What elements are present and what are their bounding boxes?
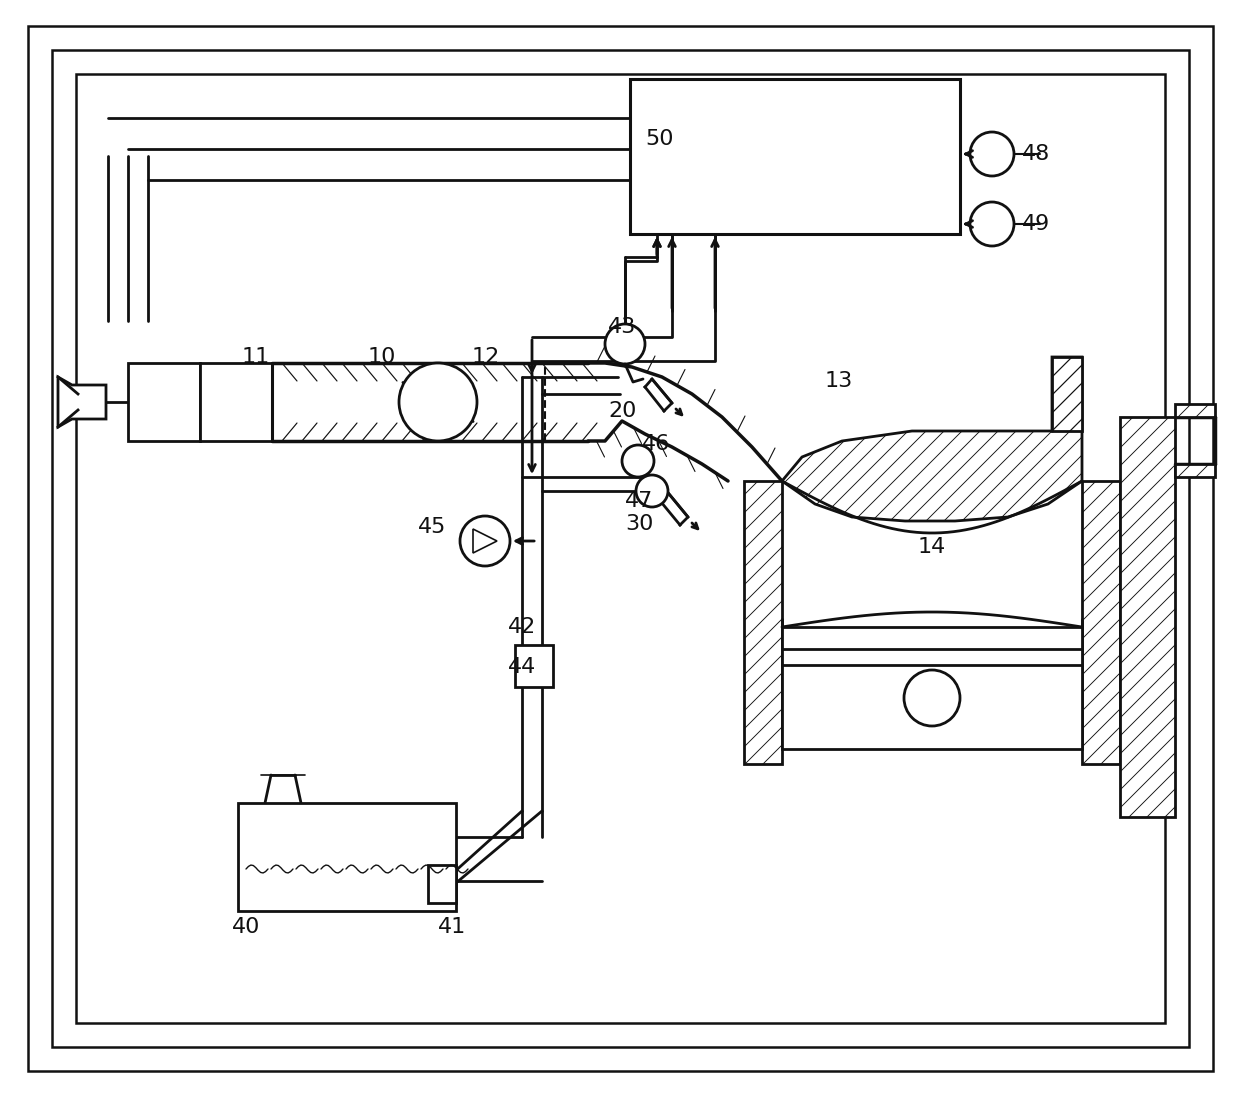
Polygon shape	[1176, 464, 1215, 477]
Bar	[128, 363, 200, 441]
Polygon shape	[1083, 481, 1120, 764]
Text: 10: 10	[368, 347, 397, 367]
Bar	[782, 628, 1083, 750]
Text: 44: 44	[508, 657, 536, 677]
Bar	[428, 865, 456, 903]
Polygon shape	[1120, 417, 1176, 817]
Bar	[200, 363, 272, 441]
Polygon shape	[1176, 464, 1215, 477]
Circle shape	[399, 363, 477, 441]
Text: 48: 48	[1022, 144, 1050, 164]
Polygon shape	[1176, 464, 1215, 477]
Polygon shape	[744, 481, 782, 764]
Polygon shape	[1120, 417, 1176, 817]
Polygon shape	[1176, 404, 1215, 417]
Text: 46: 46	[642, 434, 671, 454]
Circle shape	[970, 132, 1014, 176]
Text: 20: 20	[608, 401, 636, 421]
Text: 45: 45	[418, 517, 446, 537]
Circle shape	[970, 202, 1014, 246]
Text: 47: 47	[625, 491, 653, 511]
Text: 41: 41	[438, 917, 466, 937]
Circle shape	[460, 517, 510, 566]
Polygon shape	[1052, 357, 1083, 431]
Polygon shape	[744, 481, 782, 764]
Bar	[515, 645, 553, 687]
Text: 42: 42	[508, 617, 536, 637]
Polygon shape	[1176, 404, 1215, 417]
Text: 49: 49	[1022, 214, 1050, 234]
Polygon shape	[1083, 481, 1120, 764]
Polygon shape	[1052, 357, 1083, 431]
Text: 13: 13	[825, 371, 853, 391]
Text: 40: 40	[232, 917, 260, 937]
Polygon shape	[1052, 357, 1083, 431]
Circle shape	[904, 670, 960, 726]
Polygon shape	[1176, 404, 1215, 417]
Circle shape	[636, 475, 668, 507]
Circle shape	[605, 324, 645, 364]
Text: 43: 43	[608, 317, 636, 337]
Polygon shape	[744, 481, 782, 764]
Bar	[630, 79, 960, 234]
Text: 14: 14	[918, 537, 946, 557]
Polygon shape	[1120, 417, 1176, 817]
Polygon shape	[1083, 481, 1120, 764]
Circle shape	[622, 445, 653, 477]
Polygon shape	[782, 357, 1083, 521]
Text: 11: 11	[242, 347, 270, 367]
Polygon shape	[782, 357, 1083, 521]
Text: 50: 50	[645, 129, 673, 149]
Bar	[238, 803, 456, 911]
Text: 12: 12	[472, 347, 500, 367]
Bar	[76, 74, 1166, 1023]
Text: 30: 30	[625, 514, 653, 534]
Polygon shape	[782, 357, 1083, 521]
Polygon shape	[472, 529, 497, 553]
Polygon shape	[58, 377, 105, 428]
